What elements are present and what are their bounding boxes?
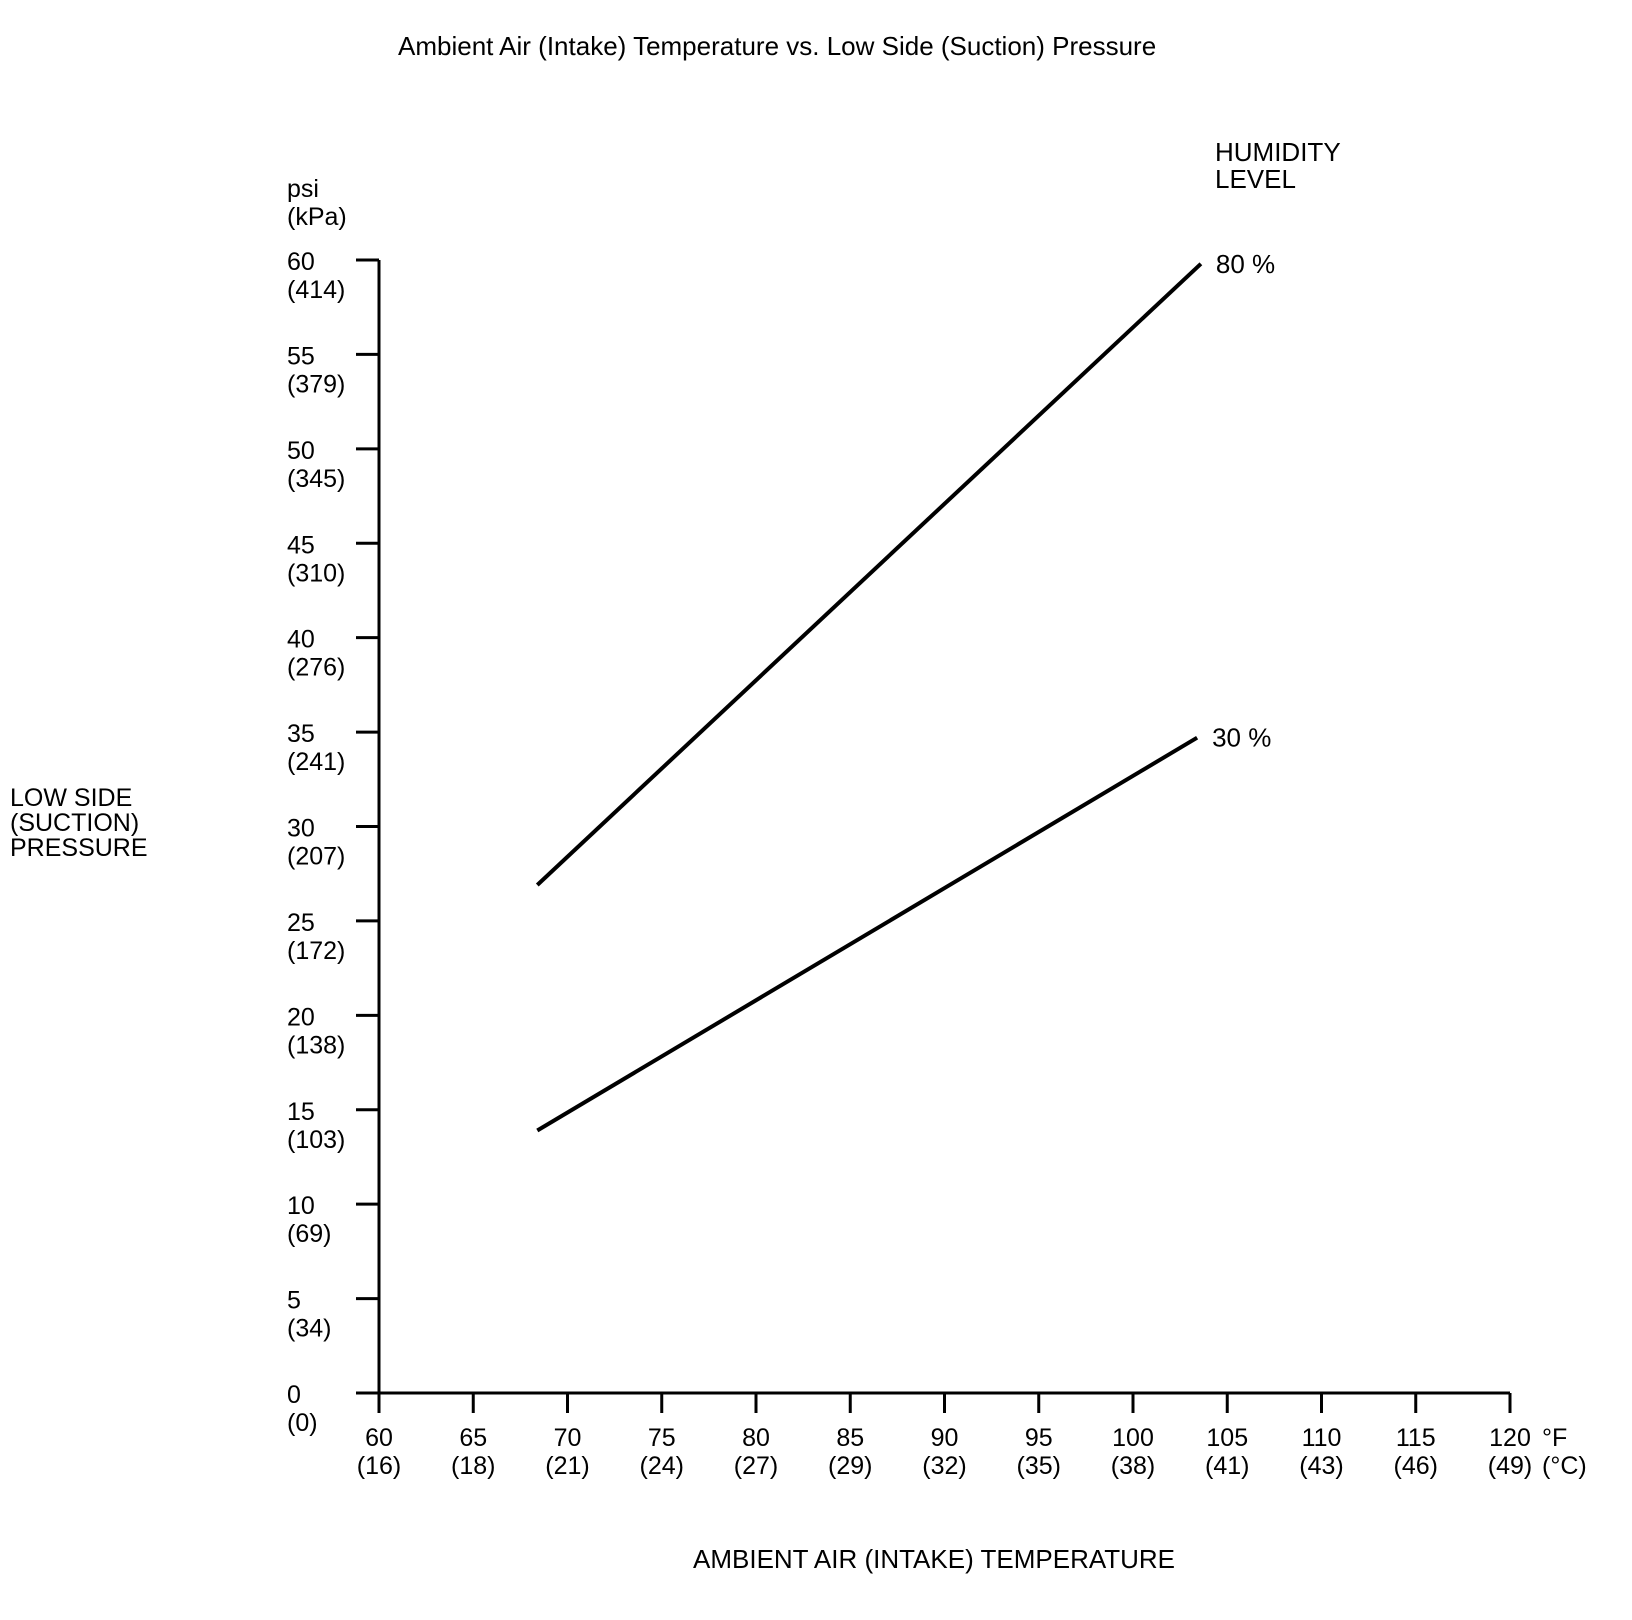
x-tick-label-c: (24) [640,1452,684,1480]
x-tick-label-f: 80 [742,1424,770,1452]
chart-title: Ambient Air (Intake) Temperature vs. Low… [398,31,1157,61]
y-tick-label-kpa: (138) [287,1031,345,1059]
x-tick-label-c: (38) [1111,1452,1155,1480]
x-tick-label-f: 115 [1396,1424,1436,1452]
y-tick-label-kpa: (207) [287,843,345,871]
y-axis-title: LOW SIDE (SUCTION) PRESSURE [10,784,148,862]
x-tick-label-c: (46) [1394,1452,1438,1480]
x-tick-label-c: (43) [1299,1452,1343,1480]
y-tick-label-psi: 10 [287,1192,315,1220]
y-tick-label-kpa: (0) [287,1409,318,1437]
x-tick-label-f: 95 [1025,1424,1053,1452]
y-tick-label-psi: 35 [287,720,315,748]
y-tick-label-psi: 5 [287,1287,301,1315]
x-tick-label-f: 60 [365,1424,393,1452]
legend-title: HUMIDITY LEVEL [1215,137,1341,194]
y-tick-label-kpa: (345) [287,465,345,493]
y-tick-label-psi: 40 [287,626,315,654]
x-tick-label-c: (49) [1488,1452,1532,1480]
y-tick-label-psi: 45 [287,531,315,559]
y-tick-label-psi: 0 [287,1381,301,1409]
y-axis-unit-psi: psi [287,175,319,203]
x-tick-label-f: 120 [1489,1424,1531,1452]
x-tick-label-f: 100 [1112,1424,1154,1452]
x-tick-label-f: 110 [1302,1424,1342,1452]
x-tick-label-c: (32) [922,1452,966,1480]
y-tick-label-psi: 15 [287,1098,315,1126]
x-tick-label-f: 65 [459,1424,487,1452]
y-tick-label-psi: 60 [287,248,315,276]
y-tick-label-kpa: (276) [287,654,345,682]
y-tick-label-psi: 55 [287,342,315,370]
y-tick-label-kpa: (34) [287,1315,331,1343]
series-line-80pct [535,262,1203,887]
x-axis-unit-f: °F [1542,1424,1567,1452]
y-tick-label-kpa: (379) [287,370,345,398]
y-tick-label-psi: 30 [287,815,315,843]
x-tick-label-f: 75 [648,1424,676,1452]
series-label: 30 % [1212,723,1271,753]
x-axis-title: AMBIENT AIR (INTAKE) TEMPERATURE [693,1544,1176,1574]
y-tick-label-kpa: (172) [287,937,345,965]
x-tick-label-c: (41) [1205,1452,1249,1480]
x-tick-label-c: (27) [734,1452,778,1480]
x-tick-label-c: (29) [828,1452,872,1480]
x-tick-label-f: 105 [1206,1424,1248,1452]
y-tick-label-psi: 20 [287,1003,315,1031]
y-tick-label-kpa: (241) [287,748,345,776]
x-tick-label-c: (18) [451,1452,495,1480]
y-tick-label-kpa: (103) [287,1126,345,1154]
y-tick-label-psi: 50 [287,437,315,465]
x-tick-label-c: (35) [1017,1452,1061,1480]
series-label: 80 % [1216,249,1275,279]
x-tick-label-c: (21) [545,1452,589,1480]
y-axis-unit-kpa: (kPa) [287,203,347,231]
x-axis-unit-c: (°C) [1542,1452,1587,1480]
y-tick-label-psi: 25 [287,909,315,937]
y-tick-label-kpa: (414) [287,276,345,304]
y-tick-label-kpa: (69) [287,1220,331,1248]
y-tick-label-kpa: (310) [287,559,345,587]
x-tick-label-f: 70 [554,1424,582,1452]
x-tick-label-f: 85 [836,1424,864,1452]
series-line-30pct [536,735,1199,1133]
x-tick-label-f: 90 [931,1424,959,1452]
x-tick-label-c: (16) [357,1452,401,1480]
